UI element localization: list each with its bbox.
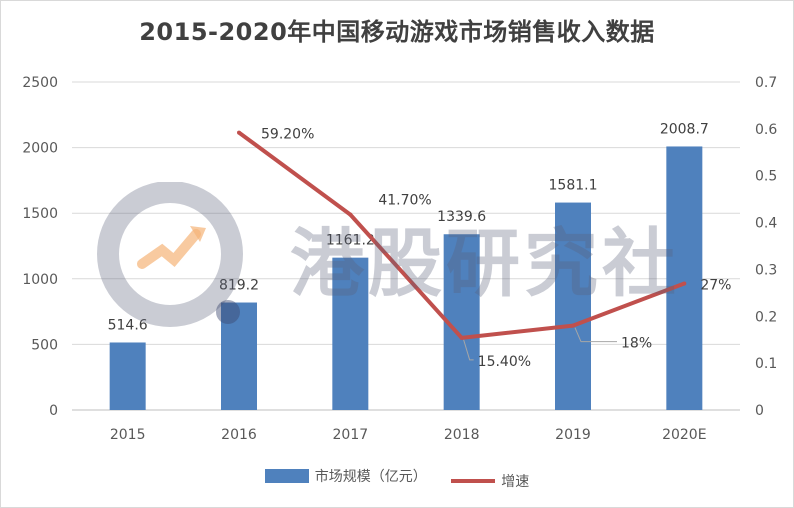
bar [666, 146, 703, 410]
bar [332, 257, 369, 410]
y-left-tick-label: 1000 [22, 272, 58, 288]
y-left-tick-label: 0 [49, 403, 58, 419]
y-right-tick-label: 0.7 [755, 75, 777, 91]
growth-point [237, 130, 241, 135]
growth-data-label: 18% [621, 336, 652, 352]
x-tick-label: 2015 [110, 427, 146, 443]
growth-point [571, 323, 575, 328]
x-tick-label: 2018 [444, 427, 480, 443]
bar-data-label: 514.6 [108, 317, 148, 333]
y-right-tick-label: 0.4 [755, 216, 777, 232]
legend-swatch-line [451, 479, 496, 483]
chart-title: 2015-2020年中国移动游戏市场销售收入数据 [139, 18, 655, 46]
bar-data-label: 819.2 [219, 278, 259, 294]
growth-label-leader [463, 339, 474, 361]
y-left-tick-label: 2500 [22, 75, 58, 91]
y-left-tick-label: 2000 [22, 141, 58, 157]
x-tick-label: 2020E [662, 427, 706, 443]
growth-point [348, 212, 353, 217]
legend: 市场规模（亿元） 增速 [0, 466, 794, 491]
y-right-tick-label: 0.3 [755, 262, 777, 278]
growth-data-label: 15.40% [478, 354, 531, 370]
bar-data-label: 1161.2 [326, 233, 375, 249]
x-tick-label: 2019 [555, 427, 591, 443]
y-right-tick-label: 0.2 [755, 309, 777, 325]
y-right-tick-label: 0 [755, 403, 764, 419]
y-left-tick-label: 1500 [22, 206, 58, 222]
bar [221, 302, 257, 410]
y-right-tick-label: 0.1 [755, 356, 777, 372]
bar [555, 202, 591, 410]
bar-data-label: 1339.6 [437, 209, 486, 225]
growth-point [459, 335, 464, 340]
x-tick-label: 2016 [221, 427, 257, 443]
growth-data-label: 41.70% [378, 193, 431, 209]
x-tick-label: 2017 [333, 427, 369, 443]
legend-item-line: 增速 [451, 471, 529, 491]
legend-item-bar: 市场规模（亿元） [264, 466, 427, 486]
legend-label-line: 增速 [501, 474, 530, 490]
legend-swatch-bar [264, 469, 309, 483]
growth-point [682, 281, 687, 286]
bar [109, 342, 146, 410]
y-right-tick-label: 0.6 [755, 122, 777, 138]
growth-data-label: 59.20% [261, 127, 314, 143]
y-left-tick-label: 500 [31, 337, 58, 353]
bar-data-label: 2008.7 [660, 121, 709, 137]
growth-data-label: 27% [700, 277, 731, 293]
y-right-tick-label: 0.5 [755, 169, 777, 185]
bar-data-label: 1581.1 [549, 178, 598, 194]
legend-label-bar: 市场规模（亿元） [314, 469, 427, 485]
growth-label-leader [574, 327, 617, 343]
